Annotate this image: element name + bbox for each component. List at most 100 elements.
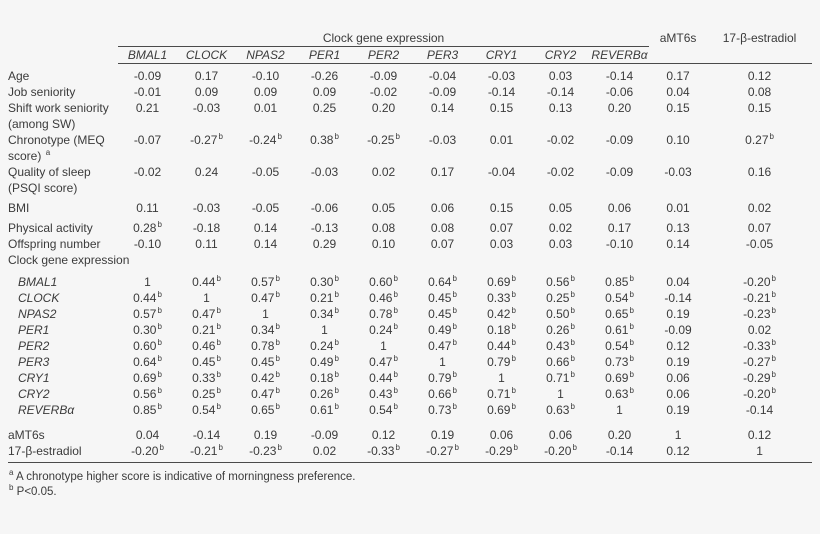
correlation-cell: -0.09 [664, 323, 692, 337]
correlation-cell: -0.03 [487, 69, 516, 83]
correlation-cell: 1 [262, 307, 269, 321]
group-header-row: Clock gene expression aMT6s 17-β-estradi… [8, 30, 813, 64]
row-label: BMI [8, 201, 30, 215]
correlation-cell: 0.11 [136, 201, 159, 215]
correlation-cell: 0.10 [371, 237, 396, 251]
correlation-cell: -0.09 [605, 165, 634, 179]
correlation-cell: -0.14 [546, 85, 575, 99]
correlation-cell: 0.54b [369, 402, 398, 418]
correlation-cell: 0.08 [747, 85, 772, 99]
correlation-cell: -0.03 [664, 165, 692, 179]
correlation-cell: 0.69b [487, 402, 516, 418]
correlation-cell: -0.27b [190, 132, 223, 148]
correlation-cell: 0.56b [546, 274, 575, 290]
correlation-cell: -0.14 [487, 85, 516, 99]
correlation-cell: 0.14 [253, 237, 278, 251]
correlation-cell: 0.19 [666, 307, 690, 321]
table-row: Job seniority -0.01 0.09 0.09 0.09 -0.02 -0.09… [8, 84, 812, 100]
row-label: aMT6s [8, 428, 45, 442]
table-row: NPAS2 0.57b 0.47b 1 0.34b 0.78b 0.45b 0.42b 0.50… [8, 306, 812, 322]
correlation-cell: 0.12 [666, 339, 690, 353]
correlation-cell: -0.24b [249, 132, 282, 148]
correlation-cell: 0.17 [194, 69, 219, 83]
correlation-cell: 0.09 [194, 85, 219, 99]
correlation-cell: 0.01 [253, 101, 278, 115]
correlation-cell: -0.09 [369, 69, 398, 83]
correlation-cell: 0.05 [548, 201, 573, 215]
correlation-cell: 0.57b [251, 274, 280, 290]
correlation-cell: 0.47b [369, 354, 398, 370]
correlation-cell: -0.06 [605, 85, 634, 99]
correlation-cell: 0.11 [195, 237, 218, 251]
correlation-cell: 1 [321, 323, 328, 337]
correlation-cell: 0.13 [548, 101, 573, 115]
section-label: Clock gene expression [8, 253, 130, 267]
correlation-cell: 0.25b [546, 290, 575, 306]
table-row: CRY2 0.56b 0.25b 0.47b 0.26b 0.43b 0.66b 0.71b 1… [8, 386, 812, 402]
row-label: Age [8, 68, 30, 83]
row-label: Offspring number [8, 237, 101, 251]
correlation-cell: 0.46b [192, 338, 221, 354]
correlation-cell: 0.14 [430, 101, 455, 115]
correlation-cell: 0.07 [489, 221, 514, 235]
row-label: CLOCK [18, 291, 60, 305]
correlation-cell: -0.04 [487, 165, 516, 179]
correlation-cell: 0.15 [489, 101, 514, 115]
correlation-cell: -0.29b [743, 370, 776, 386]
correlation-cell: 0.66b [428, 386, 457, 402]
correlation-cell: 0.26b [310, 386, 339, 402]
correlation-cell: -0.02 [546, 165, 575, 179]
correlation-cell: 0.21b [310, 290, 339, 306]
table-row: Chronotype (MEQ score) a -0.07 -0.27b -0.24b… [8, 132, 812, 164]
correlation-cell: 0.47b [251, 386, 280, 402]
correlation-cell: -0.07 [133, 133, 162, 147]
correlation-cell: -0.33b [743, 338, 776, 354]
correlation-cell: 1 [616, 403, 623, 417]
correlation-cell: 0.08 [371, 221, 396, 235]
correlation-cell: 0.33b [192, 370, 221, 386]
correlation-cell: 0.02 [371, 165, 396, 179]
row-label: REVERBα [18, 403, 75, 417]
correlation-cell: -0.20b [743, 386, 776, 402]
correlation-cell: 0.45b [192, 354, 221, 370]
correlation-cell: 0.02 [548, 221, 573, 235]
correlation-cell: 0.17 [666, 69, 690, 83]
correlation-cell: 0.19 [666, 355, 690, 369]
correlation-cell: 0.15 [747, 101, 772, 115]
column-header-cry2: CRY2 [531, 46, 590, 64]
correlation-cell: 0.61b [605, 322, 634, 338]
correlation-cell: 0.03 [489, 237, 514, 251]
footnote-a: a A chronotype higher score is indicativ… [9, 468, 356, 483]
correlation-cell: -0.14 [664, 291, 692, 305]
row-label: Quality of sleep (PSQI score) [8, 165, 91, 195]
correlation-cell: 1 [203, 291, 210, 305]
table-row: BMI 0.11 -0.03 -0.05 -0.06 0.05 0.06 0.15 0.05 0.… [8, 196, 812, 216]
correlation-cell: 0.06 [607, 201, 632, 215]
correlation-cell: 0.09 [253, 85, 278, 99]
correlation-cell: 0.46b [369, 290, 398, 306]
row-label: CRY1 [18, 371, 50, 385]
correlation-cell: 0.06 [666, 387, 690, 401]
table-row: Offspring number -0.10 0.11 0.14 0.29 0.10 0.0… [8, 236, 812, 252]
correlation-cell: 0.28b [133, 220, 162, 236]
correlation-cell: 0.44b [133, 290, 162, 306]
correlation-cell: -0.09 [310, 428, 339, 442]
correlation-cell: 0.20 [371, 101, 396, 115]
correlation-cell: 0.65b [605, 306, 634, 322]
column-header-bmal1: BMAL1 [118, 46, 177, 64]
correlation-cell: 0.09 [312, 85, 337, 99]
correlation-cell: 0.78b [369, 306, 398, 322]
correlation-cell: -0.05 [745, 237, 774, 251]
correlation-cell: -0.21b [177, 443, 236, 463]
correlation-cell: 0.50b [546, 306, 575, 322]
correlation-cell: -0.09 [605, 133, 634, 147]
correlation-cell: 0.12 [747, 428, 772, 442]
table-body: Age -0.09 0.17 -0.10 -0.26 -0.09 -0.04 -0.03 0.0… [8, 64, 813, 463]
column-header-clock: CLOCK [177, 46, 236, 64]
table-row: PER1 0.30b 0.21b 0.34b 1 0.24b 0.49b 0.18b 0.26b… [8, 322, 812, 338]
group-header-clock-gene-expression: Clock gene expression [118, 30, 650, 47]
correlation-cell: 0.05 [371, 201, 396, 215]
footnotes: a A chronotype higher score is indicativ… [8, 468, 812, 500]
correlation-cell: 0.44b [192, 274, 221, 290]
